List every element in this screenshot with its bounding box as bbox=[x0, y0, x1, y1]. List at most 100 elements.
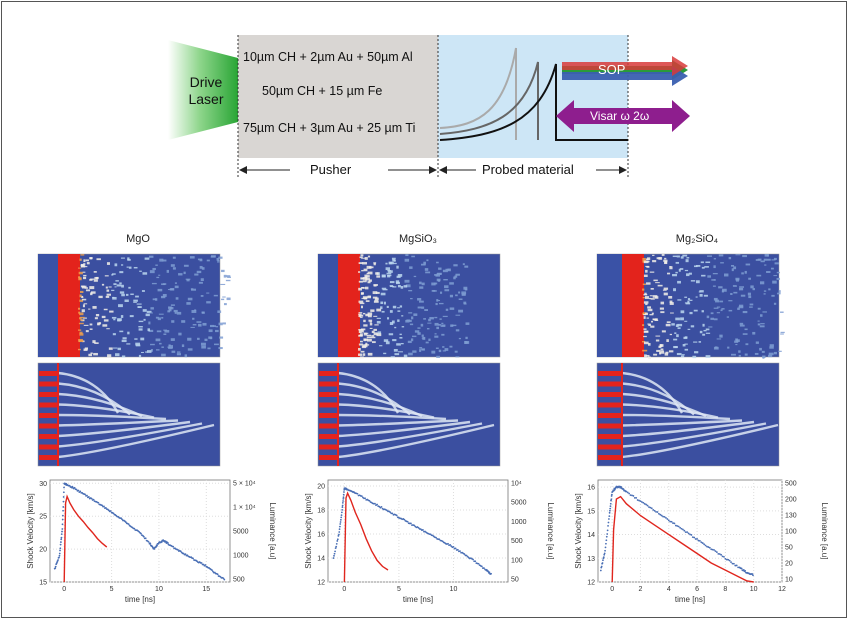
plot-2: 0 5 10 12 14 16 18 20 10⁴ 5000 1000 500 100 50 time [n… bbox=[304, 479, 555, 604]
velocity-point bbox=[626, 491, 629, 494]
sop-arrow-blue bbox=[562, 66, 688, 86]
velocity-point bbox=[631, 494, 633, 497]
velocity-point bbox=[732, 562, 735, 565]
velocity-point bbox=[660, 514, 663, 517]
velocity-point bbox=[454, 547, 457, 550]
y2-tick-label: 100 bbox=[511, 557, 523, 564]
velocity-point bbox=[395, 514, 398, 517]
velocity-point bbox=[638, 499, 640, 502]
y2-tick-label: 100 bbox=[785, 529, 797, 536]
velocity-point bbox=[609, 502, 612, 505]
velocity-point bbox=[604, 546, 607, 549]
velocity-point bbox=[101, 504, 104, 507]
y2-tick-label: 5000 bbox=[233, 529, 249, 536]
velocity-point bbox=[659, 513, 662, 516]
velocity-point bbox=[693, 536, 696, 539]
y2-axis-label: Luminance [a.u] bbox=[268, 503, 277, 560]
velocity-point bbox=[727, 558, 730, 561]
velocity-point bbox=[336, 538, 339, 541]
velocity-point bbox=[447, 542, 449, 545]
velocity-point bbox=[629, 494, 632, 497]
velocity-point bbox=[339, 521, 342, 523]
velocity-point bbox=[713, 549, 715, 551]
velocity-point bbox=[374, 502, 376, 505]
velocity-point bbox=[59, 547, 62, 550]
velocity-point bbox=[463, 553, 466, 555]
y2-tick-label: 500 bbox=[785, 481, 797, 488]
velocity-point bbox=[703, 543, 706, 546]
velocity-point bbox=[731, 562, 734, 565]
velocity-point bbox=[608, 509, 611, 512]
velocity-point bbox=[639, 500, 642, 503]
velocity-point bbox=[704, 544, 707, 547]
velocity-point bbox=[54, 567, 57, 570]
velocity-point bbox=[737, 566, 740, 569]
luminance-line bbox=[611, 495, 754, 583]
velocity-point bbox=[62, 506, 65, 508]
velocity-point bbox=[679, 526, 681, 529]
velocity-point bbox=[417, 526, 420, 529]
visar-streak-image bbox=[317, 362, 501, 467]
velocity-point bbox=[648, 506, 650, 508]
velocity-point bbox=[673, 522, 676, 525]
velocity-point bbox=[58, 552, 61, 555]
luminance-line bbox=[63, 494, 108, 583]
x-tick-label: 0 bbox=[62, 586, 66, 593]
velocity-point bbox=[342, 496, 345, 499]
velocity-point bbox=[54, 565, 57, 568]
velocity-point bbox=[338, 533, 340, 536]
velocity-point bbox=[662, 515, 665, 518]
velocity-point bbox=[653, 509, 656, 512]
velocity-point bbox=[77, 489, 80, 492]
velocity-point bbox=[708, 546, 711, 549]
velocity-point bbox=[605, 539, 608, 542]
x-axis-label: time [ns] bbox=[403, 595, 433, 604]
panel-title: MgSiO₃ bbox=[399, 233, 437, 245]
panel-title: Mg₂SiO₄ bbox=[676, 233, 719, 245]
y-tick-label: 18 bbox=[317, 508, 325, 515]
velocity-point bbox=[602, 556, 605, 559]
y-tick-label: 14 bbox=[317, 556, 325, 563]
velocity-point bbox=[406, 520, 409, 523]
y2-tick-label: 5000 bbox=[511, 500, 527, 507]
velocity-point bbox=[699, 539, 701, 542]
velocity-point bbox=[438, 538, 441, 541]
velocity-point bbox=[670, 520, 673, 523]
velocity-point bbox=[643, 502, 646, 505]
velocity-point bbox=[172, 545, 175, 548]
velocity-point bbox=[665, 516, 667, 519]
velocity-point bbox=[676, 525, 679, 527]
velocity-point bbox=[650, 507, 653, 510]
velocity-point bbox=[380, 506, 383, 508]
velocity-point bbox=[488, 571, 491, 574]
sop-arrow-red bbox=[562, 56, 688, 76]
velocity-point bbox=[342, 500, 344, 502]
velocity-point bbox=[59, 549, 61, 552]
velocity-point bbox=[683, 529, 686, 532]
luminance-line bbox=[343, 491, 389, 583]
velocity-point bbox=[343, 491, 345, 493]
velocity-point bbox=[391, 512, 394, 515]
y-tick-label: 25 bbox=[39, 514, 47, 521]
velocity-point bbox=[677, 525, 680, 528]
plot-1: 0 5 10 15 15 20 25 30 5 × 10⁴ 1 × 10⁴ 5000 1000 500 t… bbox=[26, 479, 277, 604]
velocity-point bbox=[341, 508, 344, 511]
velocity-point bbox=[341, 501, 344, 504]
visar-streak-image bbox=[37, 362, 221, 467]
x-tick-label: 0 bbox=[610, 586, 614, 593]
y-tick-label: 13 bbox=[587, 556, 595, 563]
velocity-point bbox=[744, 570, 747, 572]
velocity-point bbox=[450, 545, 453, 547]
velocity-point bbox=[341, 504, 344, 507]
velocity-point bbox=[735, 564, 738, 567]
velocity-point bbox=[603, 553, 606, 556]
velocity-point bbox=[335, 542, 338, 545]
velocity-point bbox=[642, 501, 645, 504]
y2-tick-label: 500 bbox=[233, 577, 245, 584]
velocity-point bbox=[483, 567, 485, 570]
velocity-point bbox=[97, 501, 100, 504]
velocity-point bbox=[336, 540, 339, 542]
velocity-point bbox=[337, 535, 340, 537]
velocity-point bbox=[341, 506, 344, 509]
x-tick-label: 8 bbox=[723, 586, 727, 593]
